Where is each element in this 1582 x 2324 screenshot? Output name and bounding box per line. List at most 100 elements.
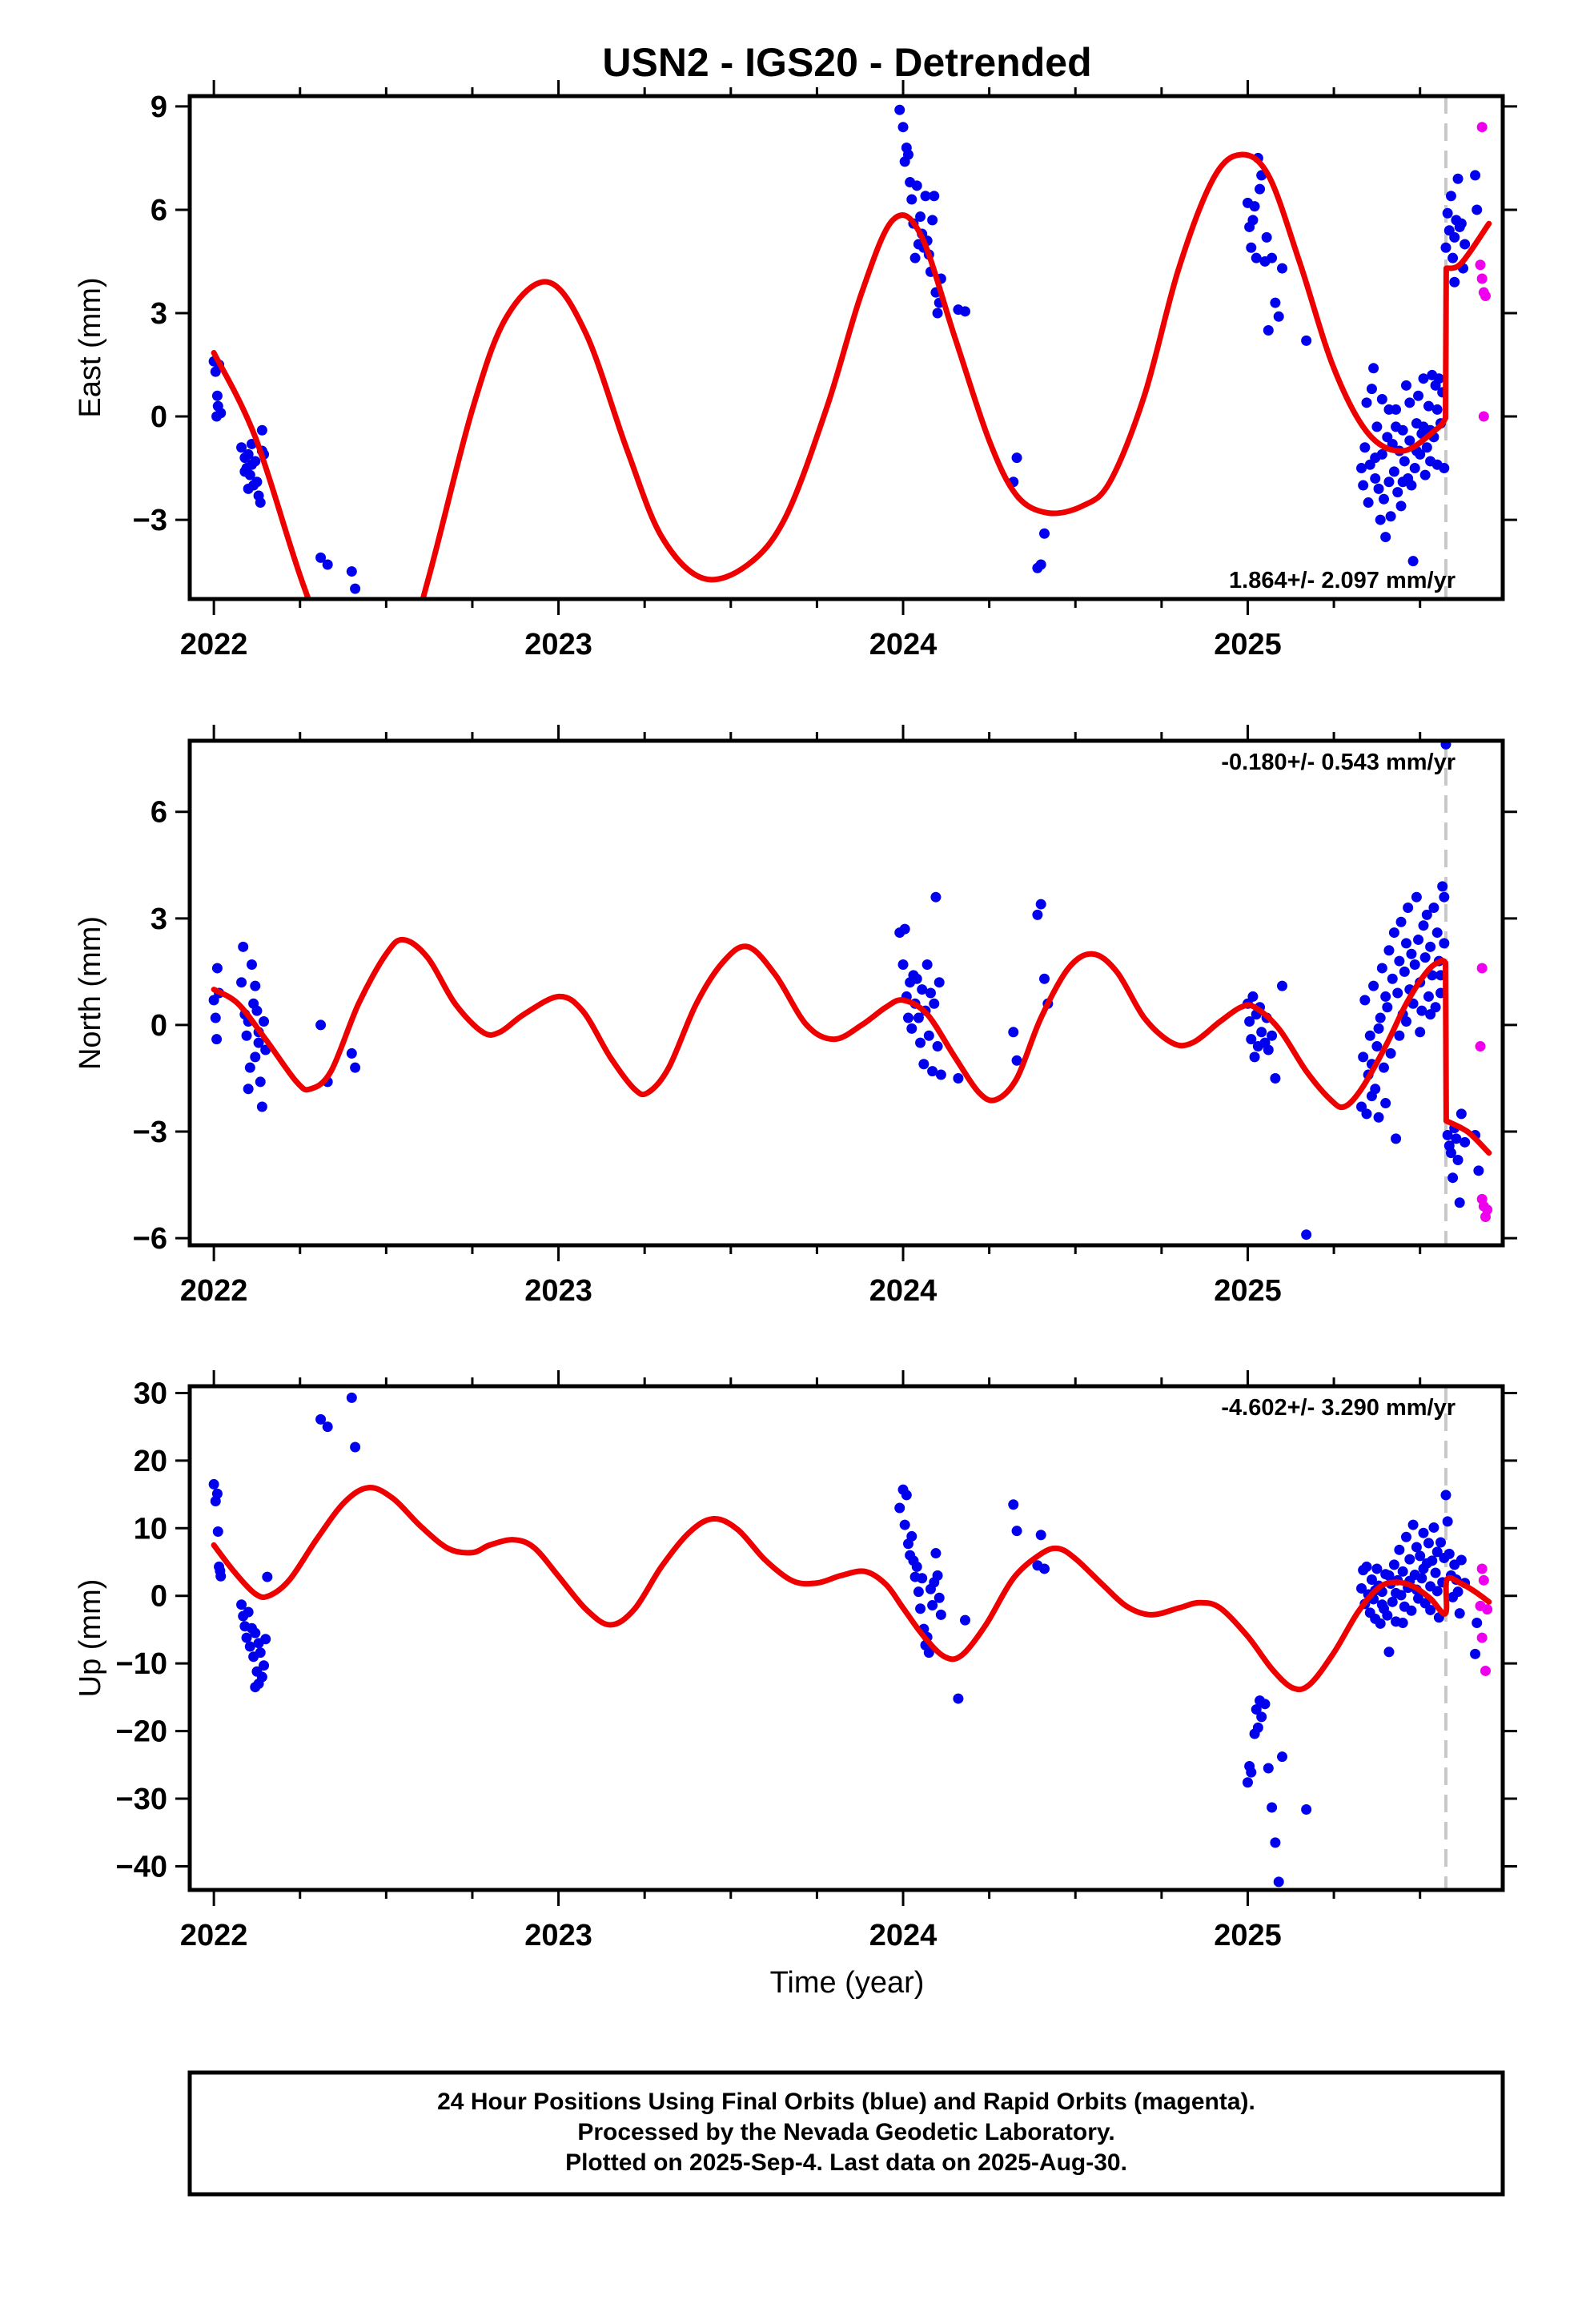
north-final-orbit-point xyxy=(1256,1027,1267,1038)
north-final-orbit-point xyxy=(350,1062,361,1073)
footer-line-1: 24 Hour Positions Using Final Orbits (bl… xyxy=(437,2089,1255,2115)
up-final-orbit-point xyxy=(1470,1648,1481,1659)
north-final-orbit-point xyxy=(1032,909,1043,920)
up-final-orbit-point xyxy=(1267,1802,1278,1813)
north-final-orbit-point xyxy=(255,1076,266,1088)
east-final-orbit-point xyxy=(1368,363,1379,374)
up-final-orbit-point xyxy=(1361,1561,1372,1572)
footer-line-2: Processed by the Nevada Geodetic Laborat… xyxy=(577,2119,1114,2145)
east-final-orbit-point xyxy=(1433,373,1444,384)
north-final-orbit-point xyxy=(1447,1172,1459,1184)
east-final-orbit-point xyxy=(1419,469,1431,480)
up-xtick-label: 2022 xyxy=(180,1919,248,1952)
up-xtick-label: 2024 xyxy=(869,1919,938,1952)
north-final-orbit-point xyxy=(1244,1015,1255,1027)
east-final-orbit-point xyxy=(932,308,943,319)
up-frame xyxy=(187,1384,1505,1892)
north-model-segment xyxy=(211,936,1448,1111)
up-final-orbit-point xyxy=(259,1660,270,1671)
north-final-orbit-point xyxy=(1439,891,1450,903)
north-final-orbit-point xyxy=(1452,1155,1464,1166)
up-final-orbit-point xyxy=(250,1682,261,1693)
north-final-orbit-point xyxy=(1406,948,1417,959)
up-final-orbit-point xyxy=(906,1530,917,1542)
north-final-orbit-point xyxy=(1400,938,1411,949)
north-final-orbit-point xyxy=(1301,1229,1312,1240)
east-final-orbit-point xyxy=(243,448,254,460)
north-final-orbit-point xyxy=(1373,1023,1384,1034)
east-final-orbit-point xyxy=(1472,204,1483,215)
up-final-orbit-point xyxy=(1454,1608,1465,1619)
north-final-orbit-point xyxy=(1270,1072,1281,1084)
north-final-orbit-point xyxy=(899,923,910,935)
up-final-orbit-point xyxy=(1443,1548,1455,1559)
east-final-orbit-point xyxy=(1423,400,1434,412)
east-final-orbit-point xyxy=(1456,218,1467,229)
north-final-orbit-point xyxy=(935,1069,946,1080)
up-ytick-label: 0 xyxy=(151,1580,167,1614)
up-final-orbit-point xyxy=(894,1502,905,1514)
east-final-orbit-point xyxy=(1366,384,1377,395)
east-final-orbit-point xyxy=(1249,201,1260,212)
up-final-orbit-point xyxy=(236,1599,247,1610)
north-final-orbit-point xyxy=(923,1030,934,1041)
north-final-orbit-point xyxy=(1442,1129,1453,1140)
north-final-orbit-point xyxy=(1418,920,1429,931)
north-final-orbit-point xyxy=(1400,1015,1411,1027)
up-final-orbit-point xyxy=(1404,1554,1415,1565)
north-final-orbit-point xyxy=(211,963,223,974)
up-final-orbit-point xyxy=(1394,1544,1405,1555)
north-final-orbit-point xyxy=(1445,1148,1456,1159)
up-final-orbit-point xyxy=(1431,1586,1443,1597)
up-rate-label: -4.602+/- 3.290 mm/yr xyxy=(1221,1395,1456,1421)
north-final-orbit-point xyxy=(1361,1108,1372,1120)
up-final-orbit-point xyxy=(244,1641,255,1652)
north-final-orbit-point xyxy=(1399,966,1410,977)
east-rate-label: 1.864+/- 2.097 mm/yr xyxy=(1229,568,1456,593)
north-model-curve xyxy=(211,936,1492,1156)
north-final-orbit-point xyxy=(902,1012,913,1023)
north-final-orbit-point xyxy=(1411,891,1422,903)
east-model-segment xyxy=(211,151,1448,599)
north-final-orbit-point xyxy=(1456,1108,1467,1120)
east-final-orbit-point xyxy=(1452,173,1464,184)
north-final-orbit-point xyxy=(929,998,940,1009)
up-final-orbit-point xyxy=(1242,1777,1253,1788)
north-final-orbit-point xyxy=(1382,1002,1393,1013)
east-final-orbit-point xyxy=(1460,239,1471,250)
up-final-orbit-point xyxy=(256,1671,267,1683)
north-final-orbit-point xyxy=(1249,1051,1260,1063)
north-final-orbit-point xyxy=(210,1012,221,1023)
up-final-orbit-point xyxy=(1039,1563,1050,1574)
east-final-orbit-point xyxy=(1277,263,1288,274)
east-final-orbit-point xyxy=(255,497,266,509)
up-rapid-orbit-point xyxy=(1476,1632,1488,1643)
north-final-orbit-point xyxy=(1440,741,1452,750)
north-final-orbit-point xyxy=(918,1059,930,1070)
east-ytick-label: 3 xyxy=(151,297,167,331)
north-ytick-label: −6 xyxy=(133,1222,167,1256)
up-final-orbit-point xyxy=(911,1561,922,1572)
north-final-orbit-point xyxy=(253,1037,264,1048)
east-final-orbit-point xyxy=(1375,514,1386,525)
east-final-orbit-point xyxy=(251,476,263,488)
east-final-orbit-point xyxy=(909,252,921,263)
up-final-orbit-point xyxy=(1431,1546,1443,1558)
up-final-orbit-point xyxy=(346,1392,357,1403)
up-ytick-label: −10 xyxy=(116,1647,167,1681)
east-final-orbit-point xyxy=(1409,463,1420,474)
up-final-orbit-point xyxy=(1416,1573,1427,1584)
north-final-orbit-point xyxy=(930,891,942,903)
north-final-orbit-point xyxy=(256,1101,267,1112)
east-final-orbit-point xyxy=(1413,390,1424,401)
north-final-orbit-point xyxy=(1431,927,1443,939)
east-final-orbit-point xyxy=(1011,452,1022,464)
up-ytick-label: 20 xyxy=(134,1445,167,1478)
east-final-orbit-point xyxy=(346,566,357,577)
east-final-orbit-point xyxy=(1370,452,1381,464)
east-model-step xyxy=(1443,268,1449,419)
up-final-orbit-point xyxy=(1440,1490,1452,1501)
up-final-orbit-point xyxy=(1251,1704,1262,1715)
north-model-segment xyxy=(1443,1118,1492,1156)
